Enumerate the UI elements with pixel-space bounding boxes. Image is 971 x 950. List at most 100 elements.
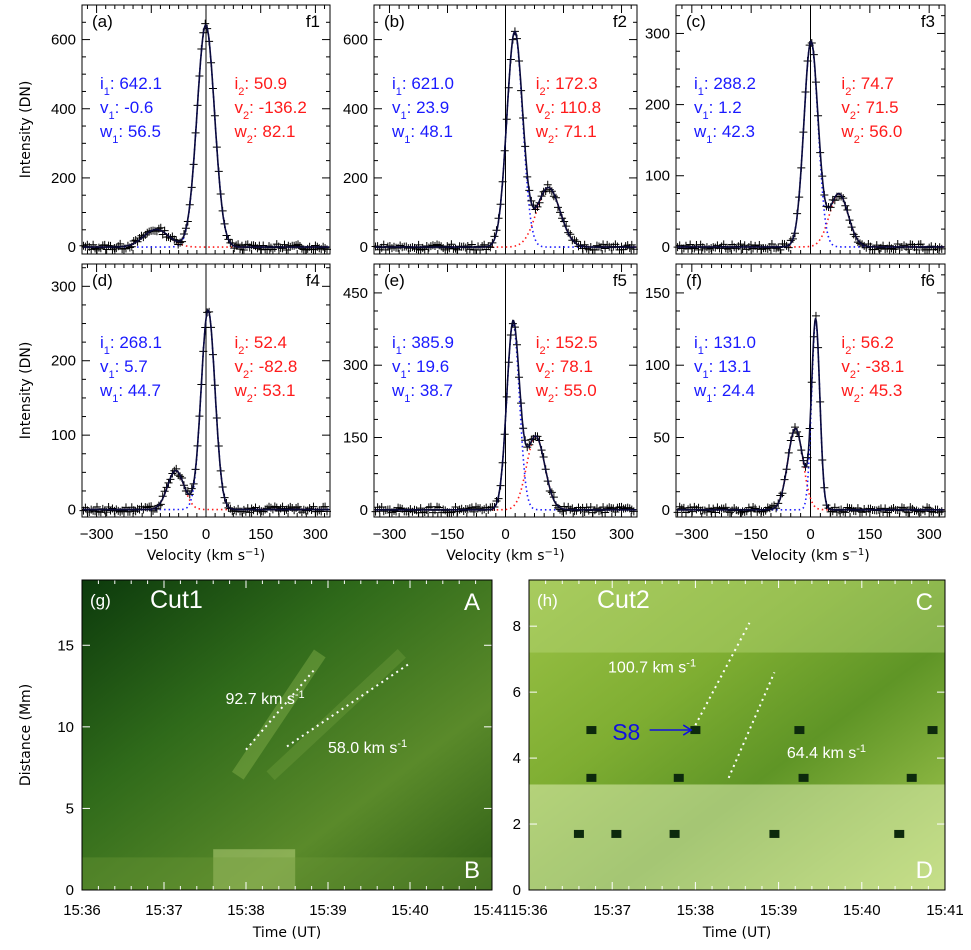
data-point	[120, 506, 129, 515]
dark-pixel	[794, 726, 805, 735]
speed-fit-line	[694, 622, 751, 726]
y-tick-label: 150	[645, 285, 670, 302]
data-point	[862, 243, 871, 252]
component-2-param: w2: 82.1	[234, 122, 296, 146]
panel-label: (b)	[384, 12, 405, 31]
y-tick-label: 200	[51, 170, 76, 187]
y-tick-label: 200	[343, 170, 368, 187]
data-point	[881, 504, 890, 513]
x-axis-label: Time (UT)	[702, 925, 771, 941]
component-2-param: i2: 74.7	[841, 74, 893, 98]
data-point	[443, 242, 452, 251]
component-2-param: w2: 56.0	[840, 122, 902, 146]
total-fit-curve	[677, 317, 944, 511]
data-point	[908, 504, 917, 513]
x-tick-label: 300	[303, 526, 328, 543]
component-2-param: v2: 71.5	[841, 98, 898, 122]
panel-h: 15:36 15:37 15:38 15:39 15:40 15:41 0 2 4 6 8 Time …	[510, 579, 964, 941]
panel-label: (e)	[384, 271, 405, 290]
speed-fit-line	[286, 662, 411, 748]
data-point	[404, 507, 413, 516]
x-tick-label: 0	[501, 526, 509, 543]
x-tick-label: 15:39	[760, 902, 798, 919]
dark-pixel	[769, 829, 780, 838]
component-2-param: i2: 56.2	[841, 333, 893, 357]
x-tick-label: −150	[431, 526, 465, 543]
data-point	[396, 504, 405, 513]
speed-annotation: 92.7 km s-1	[226, 689, 305, 708]
data-point	[176, 238, 185, 247]
component-1-param: w1: 38.7	[391, 381, 453, 405]
y-tick-label: 6	[513, 684, 521, 701]
y-axis-label: Intensity (DN)	[18, 342, 34, 440]
plot-frame	[81, 579, 493, 891]
data-point	[709, 504, 718, 513]
x-tick-label: −150	[734, 526, 768, 543]
data-point	[562, 506, 571, 515]
x-tick-label: 15:40	[843, 902, 881, 919]
data-point	[305, 504, 314, 513]
total-fit-curve	[375, 319, 636, 511]
total-fit-curve	[375, 30, 636, 248]
y-tick-label: 200	[51, 353, 76, 370]
y-tick-label: 0	[66, 882, 74, 899]
data-point	[307, 245, 316, 254]
dark-pixel	[586, 726, 597, 735]
component-1-param: v1: 13.1	[694, 357, 751, 381]
component-1-param: w1: 42.3	[693, 122, 755, 146]
component-1-param: i1: 642.1	[100, 74, 162, 98]
data-point	[143, 503, 152, 512]
component-2-param: v2: -136.2	[235, 98, 307, 122]
data-point	[746, 240, 755, 249]
y-tick-label: 5	[66, 800, 74, 817]
data-point	[609, 504, 618, 513]
y-tick-label: 150	[343, 429, 368, 446]
data-point	[734, 506, 743, 515]
speed-fit-line	[727, 671, 776, 779]
data-point	[465, 504, 474, 513]
component-1-param: v1: -0.6	[100, 98, 153, 122]
panel-e: 0 150 300 450 −300 −150 0 150 300 Velocity (km s−…	[343, 263, 638, 564]
time-distance-image	[82, 580, 492, 890]
component-2-param: w2: 45.3	[840, 381, 902, 405]
data-point	[379, 507, 388, 516]
component-2-param: v2: 110.8	[536, 98, 601, 122]
data-point	[451, 244, 460, 253]
y-tick-label: 600	[343, 32, 368, 49]
x-axis-label: Time (UT)	[252, 925, 321, 941]
total-fit-curve	[83, 309, 329, 511]
component-1-param: i1: 385.9	[392, 333, 454, 357]
y-tick-label: 2	[513, 816, 521, 833]
bright-band	[529, 580, 945, 653]
panel-label: (f)	[686, 271, 702, 290]
component-2-param: w2: 55.0	[535, 381, 597, 405]
component-2-param: v2: -38.1	[841, 357, 904, 381]
x-tick-label: 15:40	[391, 902, 429, 919]
data-point	[900, 241, 909, 250]
data-point	[855, 507, 864, 516]
data-point	[887, 244, 896, 253]
y-tick-label: 0	[513, 882, 521, 899]
y-tick-label: 10	[57, 719, 74, 736]
plot-frame	[528, 579, 946, 891]
y-tick-label: 50	[653, 429, 670, 446]
data-point	[761, 244, 770, 253]
corner-label-bottom: B	[464, 857, 480, 884]
y-tick-label: 100	[51, 427, 76, 444]
data-point	[690, 244, 699, 253]
data-point	[237, 241, 246, 250]
component-2-param: i2: 50.9	[235, 74, 287, 98]
x-tick-label: 15:38	[677, 902, 715, 919]
y-tick-label: 600	[51, 32, 76, 49]
component-2-param: v2: -82.8	[235, 357, 298, 381]
dark-pixel	[669, 829, 680, 838]
profile-label: f2	[613, 12, 627, 31]
data-point	[112, 244, 121, 253]
dark-pixel	[573, 829, 584, 838]
panel-g: 15:36 15:37 15:38 15:39 15:40 15:41 0 5 10 15 Time…	[18, 579, 511, 941]
cut-title: Cut2	[597, 586, 650, 614]
y-axis-label: Intensity (DN)	[18, 81, 34, 179]
x-tick-label: −300	[373, 526, 407, 543]
data-point	[751, 504, 760, 513]
